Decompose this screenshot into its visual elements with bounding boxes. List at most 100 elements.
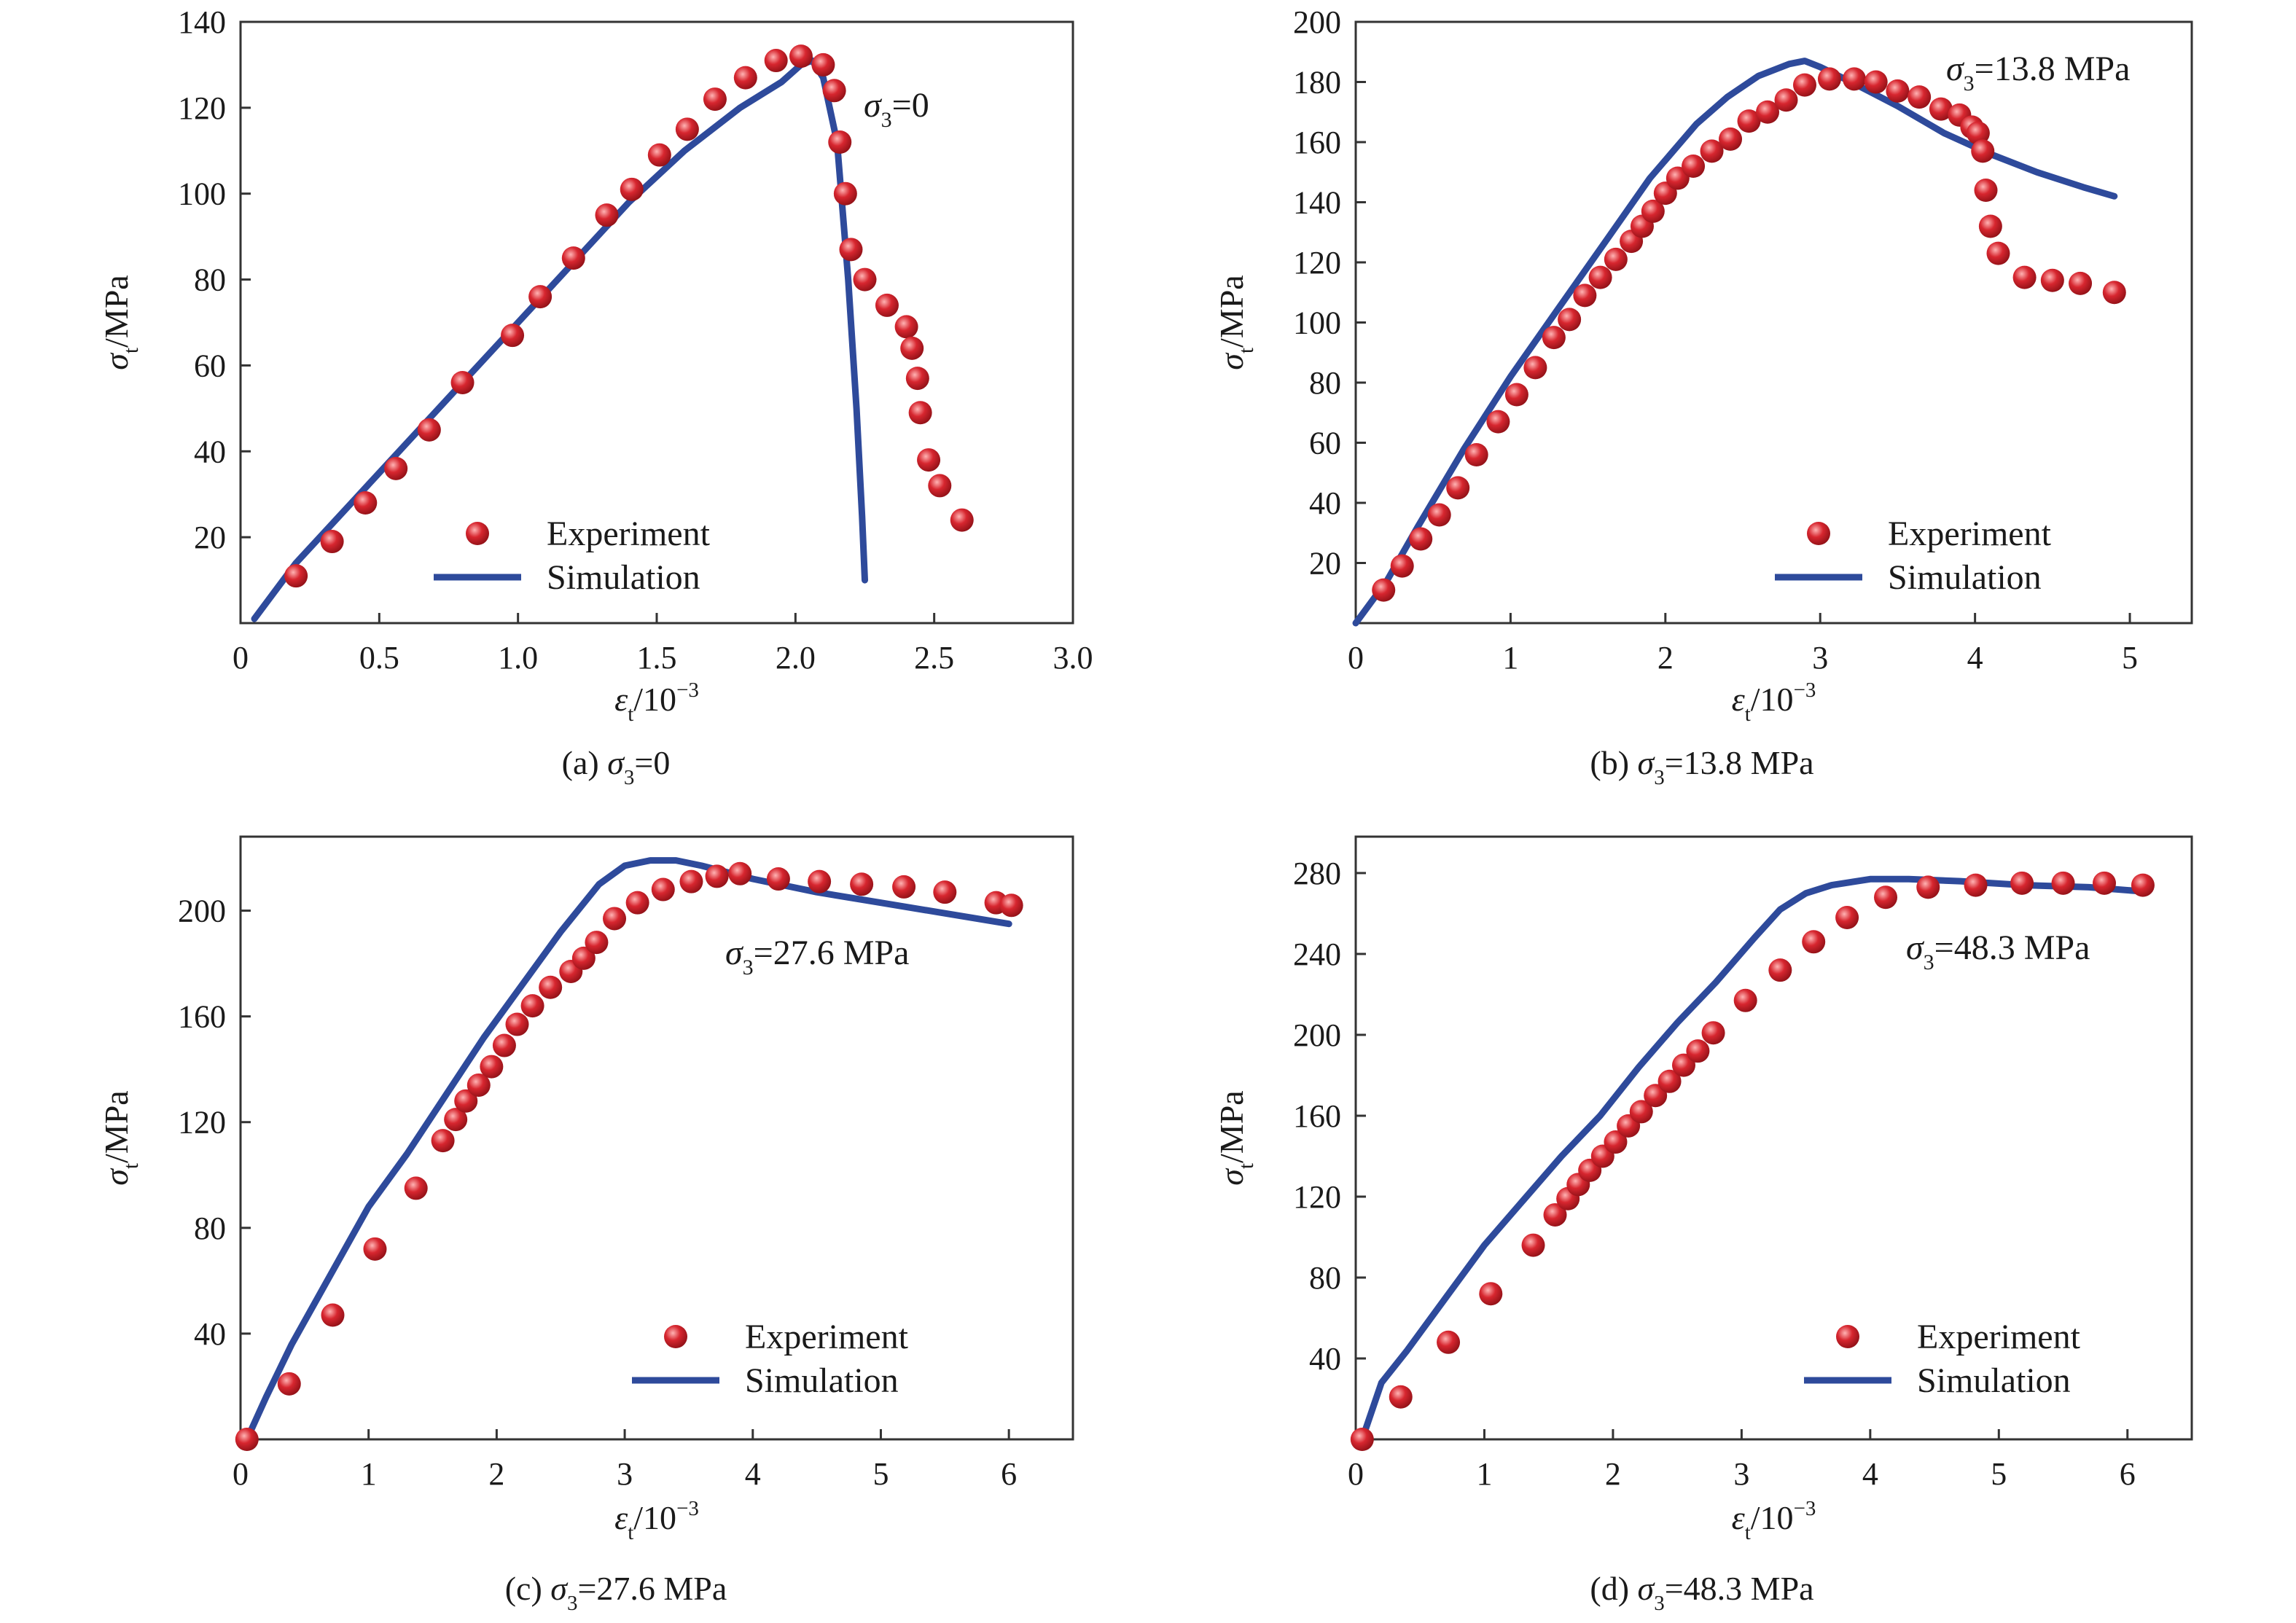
y-tick-label: 180 xyxy=(1293,65,1341,101)
experiment-point xyxy=(875,293,899,317)
experiment-point xyxy=(675,117,699,141)
panel-caption: (c) σ3=27.6 MPa xyxy=(505,1570,727,1615)
experiment-point xyxy=(1437,1330,1461,1354)
x-tick-label: 6 xyxy=(1001,1456,1017,1492)
experiment-point xyxy=(277,1372,301,1396)
experiment-point xyxy=(571,946,596,970)
experiment-point xyxy=(417,418,441,442)
y-tick-label: 80 xyxy=(1309,365,1341,401)
x-axis-title: εt/10−3 xyxy=(614,678,699,726)
experiment-point xyxy=(928,474,952,498)
experiment-point xyxy=(808,869,832,893)
experiment-point xyxy=(595,203,619,227)
legend-simulation-label: Simulation xyxy=(745,1361,899,1400)
experiment-point xyxy=(766,867,790,891)
legend-experiment-label: Experiment xyxy=(745,1318,909,1356)
experiment-point xyxy=(908,401,932,425)
panel-caption: (d) σ3=48.3 MPa xyxy=(1590,1570,1813,1615)
y-tick-label: 160 xyxy=(1293,1098,1341,1134)
experiment-point xyxy=(1842,67,1866,91)
condition-annotation: σ3=0 xyxy=(864,86,929,132)
x-tick-label: 6 xyxy=(2120,1456,2136,1492)
y-tick-label: 20 xyxy=(194,520,226,555)
experiment-point xyxy=(1886,79,1910,103)
legend-simulation-label: Simulation xyxy=(1917,1361,2071,1400)
legend-simulation-label: Simulation xyxy=(547,558,700,597)
experiment-point xyxy=(1427,503,1451,527)
experiment-point xyxy=(1479,1282,1503,1306)
x-tick-label: 5 xyxy=(872,1456,889,1492)
experiment-point xyxy=(1966,121,1990,145)
experiment-point xyxy=(1521,1233,1545,1257)
experiment-point xyxy=(454,1089,478,1113)
y-tick-label: 120 xyxy=(1293,245,1341,281)
y-tick-label: 60 xyxy=(1309,426,1341,461)
x-tick-label: 3.0 xyxy=(1053,640,1093,676)
experiment-point xyxy=(2051,871,2075,895)
experiment-point xyxy=(1916,875,1940,899)
experiment-point xyxy=(1971,139,1995,163)
x-tick-label: 1.0 xyxy=(498,640,538,676)
x-tick-label: 0 xyxy=(1348,640,1364,676)
experiment-point xyxy=(1504,383,1528,407)
experiment-point xyxy=(1686,1039,1710,1063)
experiment-point xyxy=(505,1012,529,1036)
experiment-point xyxy=(1389,1385,1413,1409)
legend-experiment-marker xyxy=(664,1325,687,1348)
y-axis-title: σt/MPa xyxy=(1213,1090,1258,1185)
y-tick-label: 120 xyxy=(178,90,226,126)
y-tick-label: 160 xyxy=(178,999,226,1035)
experiment-point xyxy=(321,1303,345,1327)
experiment-point xyxy=(1464,443,1488,466)
y-tick-label: 200 xyxy=(1293,1017,1341,1053)
x-tick-label: 2.5 xyxy=(914,640,954,676)
experiment-point xyxy=(363,1237,387,1261)
experiment-point xyxy=(1409,527,1433,551)
experiment-point xyxy=(811,52,835,77)
condition-annotation: σ3=48.3 MPa xyxy=(1906,928,2090,974)
experiment-point xyxy=(1486,410,1510,434)
y-tick-label: 40 xyxy=(194,1316,226,1352)
condition-annotation: σ3=13.8 MPa xyxy=(1946,50,2130,95)
x-tick-label: 0 xyxy=(233,1456,249,1492)
experiment-point xyxy=(1986,241,2010,265)
experiment-point xyxy=(1974,179,1998,202)
simulation-line xyxy=(243,857,1012,1443)
experiment-point xyxy=(894,315,918,339)
plot-frame xyxy=(1354,835,2193,1441)
experiment-point xyxy=(384,456,408,480)
y-tick-label: 40 xyxy=(194,434,226,469)
experiment-point xyxy=(2093,871,2117,895)
experiment-point xyxy=(1817,67,1841,91)
experiment-point xyxy=(1604,247,1628,271)
experiment-point xyxy=(1701,1021,1725,1045)
experiment-point xyxy=(480,1055,504,1079)
x-axis-title: εt/10−3 xyxy=(614,1497,699,1544)
experiment-point xyxy=(1864,70,1888,94)
experiment-point xyxy=(404,1176,428,1200)
experiment-point xyxy=(728,861,752,885)
experiment-point xyxy=(853,267,877,292)
experiment-point xyxy=(2040,268,2064,292)
x-tick-label: 5 xyxy=(2122,640,2138,676)
legend-experiment-label: Experiment xyxy=(547,515,711,553)
x-tick-label: 2.0 xyxy=(776,640,816,676)
experiment-point xyxy=(705,864,729,888)
experiment-point xyxy=(1978,214,2002,238)
x-tick-label: 3 xyxy=(1812,640,1828,676)
experiment-point xyxy=(1700,139,1724,163)
experiment-point xyxy=(2012,265,2037,289)
experiment-point xyxy=(900,336,924,360)
experiment-point xyxy=(1657,1069,1682,1093)
experiment-point xyxy=(1641,199,1665,223)
experiment-point xyxy=(603,907,627,931)
experiment-point xyxy=(431,1129,455,1153)
experiment-point xyxy=(833,181,857,206)
plot-frame xyxy=(239,835,1074,1441)
x-tick-label: 1 xyxy=(1476,1456,1492,1492)
experiment-point xyxy=(501,324,525,348)
experiment-point xyxy=(2069,271,2093,295)
experiment-point xyxy=(679,869,703,893)
experiment-point xyxy=(620,177,644,201)
x-tick-label: 4 xyxy=(1967,640,1983,676)
